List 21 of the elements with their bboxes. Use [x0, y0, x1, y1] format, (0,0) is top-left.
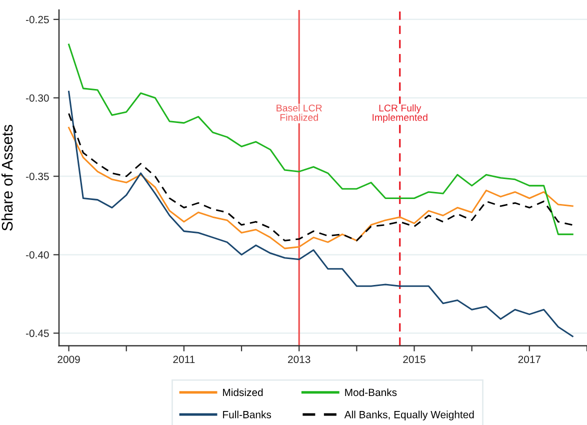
x-tick-label: 2015: [403, 356, 426, 364]
y-tick-label: -0.25: [26, 16, 49, 24]
y-tick-label: -0.40: [26, 251, 49, 259]
y-tick-label: -0.35: [26, 172, 49, 180]
x-tick-label: 2011: [173, 356, 195, 364]
line-series: [68, 90, 574, 338]
ref-line-label: Basel LCR Finalized: [276, 104, 322, 121]
ref-line-label: LCR Fully Implemented: [372, 104, 428, 123]
line-series: [68, 112, 574, 242]
legend-label: All Banks, Equally Weighted: [344, 410, 474, 420]
y-tick-label: -0.30: [26, 94, 49, 102]
legend-label: Full-Banks: [223, 410, 272, 418]
legend-label: Midsized: [223, 388, 263, 396]
y-tick-label: -0.45: [26, 330, 49, 338]
y-axis-title: Share of Assets: [1, 124, 13, 231]
legend-label: Mod-Banks: [345, 388, 397, 396]
x-tick-label: 2017: [518, 356, 540, 364]
line-series: [68, 126, 574, 250]
line-series: [68, 44, 574, 236]
x-tick-label: 2013: [288, 356, 310, 364]
x-tick-label: 2009: [58, 356, 80, 364]
